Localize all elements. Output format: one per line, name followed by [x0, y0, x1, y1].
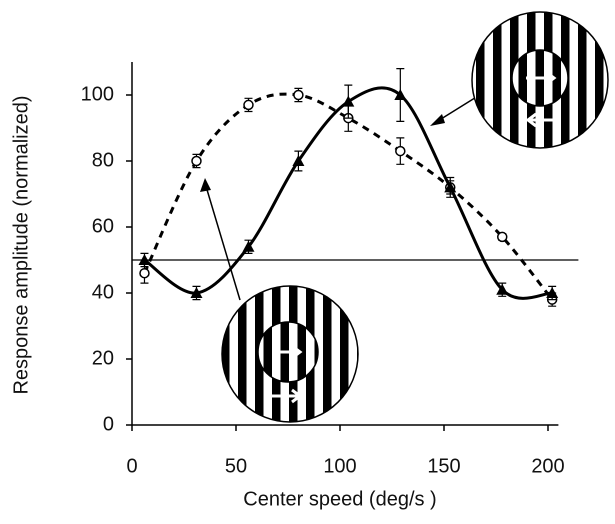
y-tick-label: 20 — [92, 347, 114, 369]
marker — [292, 155, 305, 166]
y-axis-label: Response amplitude (normalized) — [10, 95, 32, 394]
y-tick-label: 80 — [92, 149, 114, 171]
marker — [546, 287, 559, 298]
marker — [242, 240, 255, 252]
y-tick-label: 0 — [103, 413, 114, 435]
x-tick-label: 100 — [323, 455, 356, 477]
marker — [342, 95, 355, 107]
x-tick-label: 200 — [531, 455, 564, 477]
y-tick-label: 100 — [81, 83, 114, 105]
marker — [394, 89, 407, 100]
marker — [191, 155, 202, 167]
marker — [444, 181, 457, 193]
x-tick-label: 150 — [427, 455, 460, 477]
x-tick-label: 50 — [225, 455, 247, 477]
y-tick-label: 40 — [92, 281, 114, 303]
x-axis-label: Center speed (deg/s ) — [243, 488, 436, 510]
marker — [496, 283, 509, 295]
marker — [138, 254, 151, 265]
marker — [496, 231, 508, 243]
marker — [395, 145, 406, 157]
marker — [190, 287, 203, 298]
x-tick-label: 0 — [126, 455, 137, 477]
marker — [243, 99, 254, 111]
y-tick-label: 60 — [92, 215, 114, 237]
inset-stimulus — [200, 178, 359, 423]
inset-stimulus — [430, 11, 609, 149]
marker — [293, 89, 304, 101]
marker — [139, 267, 150, 279]
